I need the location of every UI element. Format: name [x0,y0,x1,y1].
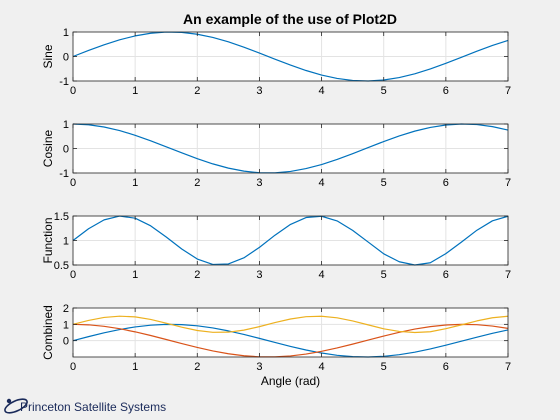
x-tick-label: 5 [381,85,387,97]
x-tick-label: 3 [256,177,262,189]
orbit-logo-icon [4,398,28,414]
x-tick-label: 2 [194,85,200,97]
y-axis-label: Cosine [41,130,55,168]
y-tick-label: 1 [63,236,69,248]
y-tick-label: 1 [63,319,69,331]
y-tick-label: -1 [59,168,69,180]
x-tick-label: 4 [319,177,325,189]
y-tick-label: 1.5 [54,211,69,223]
x-tick-label: 0 [70,269,76,281]
x-tick-label: 3 [256,269,262,281]
series-line-1 [72,123,509,174]
figure-title: An example of the use of Plot2D [183,11,397,27]
x-tick-label: 4 [319,361,325,373]
x-tick-label: 3 [256,85,262,97]
x-tick-label: 7 [505,269,511,281]
x-tick-label: 2 [194,177,200,189]
y-tick-label: 0 [63,336,69,348]
y-tick-label: 1 [63,27,69,39]
x-tick-label: 7 [505,361,511,373]
plot-area [73,308,508,357]
y-axis-label: Function [41,217,55,263]
x-tick-label: 6 [443,177,449,189]
x-axis-label: Angle (rad) [261,374,320,388]
y-tick-label: 0 [63,52,69,64]
x-tick-label: 6 [443,269,449,281]
x-tick-label: 1 [132,361,138,373]
x-tick-label: 0 [70,177,76,189]
x-tick-label: 4 [319,269,325,281]
x-tick-label: 6 [443,85,449,97]
x-tick-label: 7 [505,177,511,189]
axes-box [72,307,509,358]
subplot-4: 0 1 2 3 4 5 6 7 0 1 2 Combined Angle (rad) [41,303,511,388]
series-line-1 [72,215,509,266]
series-line-1 [72,31,509,82]
x-tick-label: 2 [194,361,200,373]
series-line-3 [72,315,509,334]
x-tick-label: 5 [381,361,387,373]
x-tick-label: 2 [194,269,200,281]
x-tick-label: 5 [381,177,387,189]
series-line-2 [72,323,509,358]
x-tick-label: 7 [505,85,511,97]
x-tick-label: 3 [256,361,262,373]
y-tick-label: 0 [63,144,69,156]
logo: Princeton Satellite Systems [4,398,166,414]
y-tick-label: -1 [59,76,69,88]
x-tick-label: 6 [443,361,449,373]
x-tick-label: 1 [132,85,138,97]
y-tick-label: 0.5 [54,260,69,272]
y-axis-label: Sine [41,44,55,68]
y-axis-label: Combined [41,305,55,360]
x-tick-label: 0 [70,85,76,97]
x-tick-label: 5 [381,269,387,281]
y-tick-label: 1 [63,119,69,131]
logo-text: Princeton Satellite Systems [20,400,166,414]
series-line-1 [72,323,509,358]
x-tick-label: 0 [70,361,76,373]
x-tick-label: 4 [319,85,325,97]
y-tick-label: 2 [63,303,69,315]
x-tick-label: 1 [132,177,138,189]
x-tick-label: 1 [132,269,138,281]
